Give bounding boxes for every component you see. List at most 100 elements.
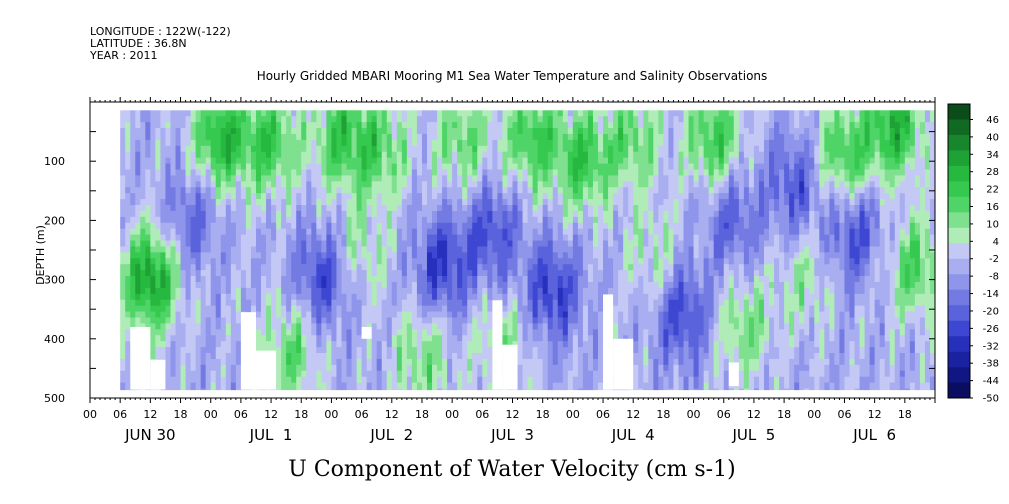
heatmap-cell	[572, 358, 579, 366]
heatmap-cell	[603, 210, 609, 218]
heatmap-cell	[512, 299, 518, 307]
heatmap-cell	[346, 341, 352, 348]
heatmap-cell	[608, 258, 614, 265]
heatmap-cell	[361, 293, 368, 301]
heatmap-cell	[175, 222, 181, 230]
heatmap-cell	[582, 133, 589, 141]
heatmap-cell	[401, 382, 408, 389]
heatmap-cell	[240, 145, 247, 153]
heatmap-cell	[517, 353, 523, 360]
heatmap-cell	[301, 276, 307, 283]
heatmap-cell	[411, 329, 418, 336]
heatmap-cell	[497, 270, 503, 277]
heatmap-cell	[366, 252, 373, 259]
heatmap-cell	[165, 234, 171, 241]
heatmap-cell	[482, 199, 488, 206]
heatmap-cell	[477, 175, 483, 182]
heatmap-cell	[165, 199, 171, 206]
heatmap-cell	[215, 151, 222, 159]
heatmap-cell	[452, 169, 458, 176]
heatmap-cell	[477, 370, 483, 378]
heatmap-cell	[271, 299, 277, 307]
heatmap-cell	[482, 329, 488, 336]
heatmap-cell	[437, 264, 443, 271]
heatmap-cell	[452, 276, 458, 283]
heatmap-cell	[391, 258, 398, 265]
heatmap-cell	[301, 323, 307, 330]
heatmap-cell	[572, 276, 579, 283]
heatmap-cell	[180, 222, 186, 230]
heatmap-cell	[547, 305, 554, 312]
heatmap-cell	[381, 287, 388, 295]
heatmap-cell	[200, 276, 207, 283]
heatmap-cell	[512, 151, 518, 159]
heatmap-cell	[472, 234, 478, 241]
heatmap-cell	[266, 264, 272, 271]
heatmap-cell	[331, 382, 337, 389]
heatmap-cell	[562, 246, 569, 253]
heatmap-cell	[160, 216, 166, 224]
heatmap-cell	[396, 323, 403, 330]
heatmap-cell	[457, 187, 463, 194]
heatmap-cell	[452, 370, 458, 378]
heatmap-cell	[608, 187, 614, 194]
heatmap-cell	[215, 270, 222, 277]
heatmap-cell	[180, 317, 186, 324]
heatmap-cell	[346, 133, 352, 141]
heatmap-cell	[552, 276, 559, 283]
heatmap-cell	[416, 181, 423, 188]
heatmap-cell	[215, 252, 222, 259]
heatmap-cell	[331, 299, 337, 307]
heatmap-cell	[296, 388, 302, 391]
heatmap-cell	[311, 281, 317, 289]
heatmap-cell	[557, 110, 564, 117]
heatmap-cell	[120, 329, 126, 336]
heatmap-cell	[230, 317, 237, 324]
heatmap-cell	[366, 276, 373, 283]
heatmap-cell	[577, 329, 584, 336]
heatmap-cell	[281, 376, 287, 384]
heatmap-cell	[542, 205, 549, 212]
heatmap-cell	[492, 110, 498, 117]
heatmap-cell	[261, 163, 267, 170]
heatmap-cell	[577, 145, 584, 153]
heatmap-cell	[613, 270, 619, 277]
heatmap-cell	[507, 210, 513, 218]
heatmap-cell	[215, 258, 222, 265]
heatmap-cell	[351, 181, 357, 188]
heatmap-cell	[507, 151, 513, 159]
heatmap-cell	[220, 305, 227, 312]
heatmap-cell	[547, 281, 554, 289]
heatmap-cell	[623, 187, 629, 194]
heatmap-cell	[135, 110, 141, 117]
heatmap-cell	[361, 258, 368, 265]
heatmap-cell	[250, 228, 257, 236]
heatmap-cell	[532, 299, 539, 307]
heatmap-cell	[633, 240, 639, 247]
heatmap-cell	[567, 353, 574, 360]
heatmap-cell	[276, 281, 282, 289]
heatmap-cell	[628, 157, 634, 164]
heatmap-cell	[442, 139, 448, 147]
heatmap-cell	[416, 199, 423, 206]
heatmap-cell	[517, 376, 523, 384]
heatmap-cell	[638, 175, 644, 182]
heatmap-cell	[296, 264, 302, 271]
heatmap-cell	[386, 151, 393, 159]
heatmap-cell	[235, 358, 242, 366]
heatmap-cell	[170, 145, 176, 153]
heatmap-cell	[291, 128, 297, 135]
heatmap-cell	[210, 311, 217, 318]
heatmap-cell	[416, 335, 423, 342]
heatmap-cell	[286, 240, 292, 247]
heatmap-cell	[165, 163, 171, 170]
heatmap-cell	[497, 181, 503, 188]
heatmap-cell	[552, 128, 559, 135]
heatmap-cell	[432, 364, 438, 372]
heatmap-cell	[316, 116, 322, 123]
heatmap-cell	[376, 133, 383, 141]
heatmap-cell	[638, 364, 644, 372]
heatmap-cell	[638, 264, 644, 271]
heatmap-cell	[215, 388, 222, 391]
heatmap-cell	[623, 305, 629, 312]
